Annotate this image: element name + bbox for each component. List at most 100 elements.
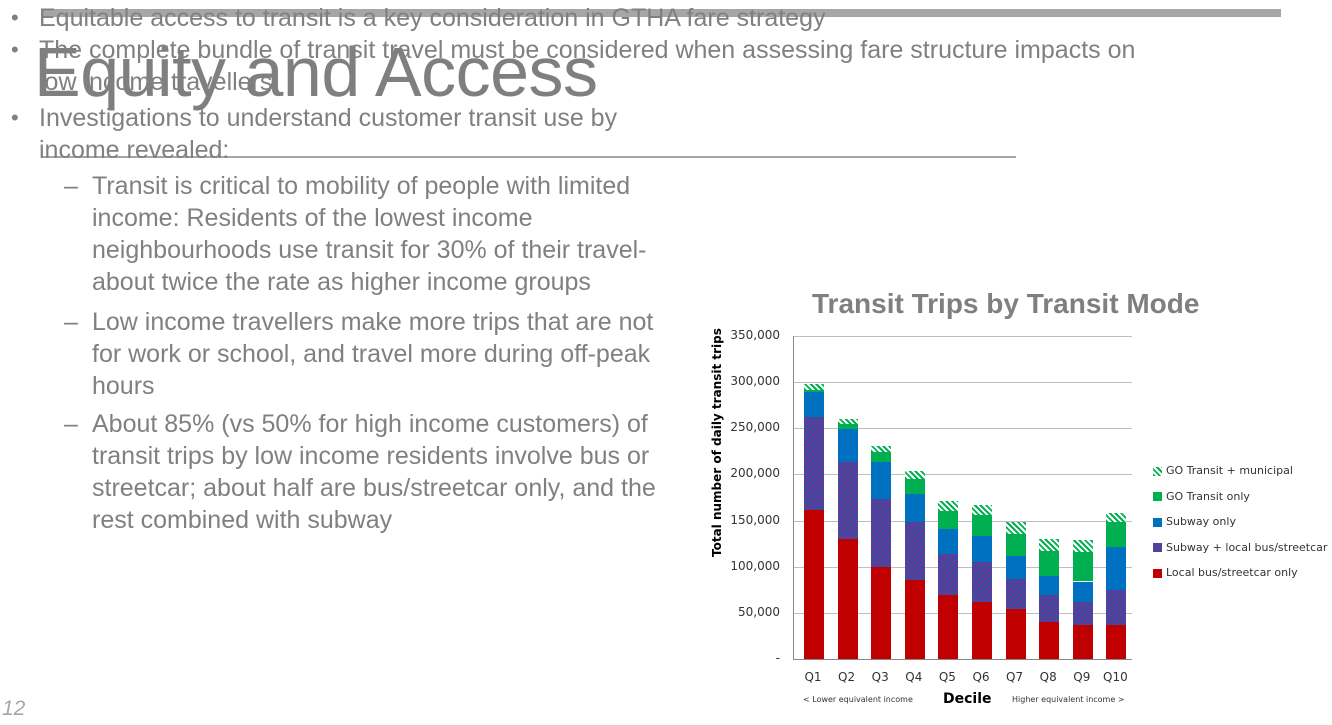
bar-segment xyxy=(972,601,992,659)
bullet-icon: • xyxy=(11,37,19,62)
header-bar xyxy=(42,9,1281,17)
x-tick-label: Q6 xyxy=(972,670,990,684)
x-tick-label: Q8 xyxy=(1039,670,1057,684)
bar-segment xyxy=(1106,547,1127,590)
bar-q7 xyxy=(1005,522,1026,659)
legend-swatch-icon xyxy=(1153,492,1162,501)
bar-segment xyxy=(972,504,992,516)
bullet-item: • The complete bundle of transit travel m… xyxy=(11,34,1136,98)
bar-q8 xyxy=(1039,539,1060,659)
bullet-line: Transit is critical to mobility of peopl… xyxy=(92,172,631,200)
legend-item: GO Transit + municipal xyxy=(1153,464,1293,478)
bar-q4 xyxy=(904,470,925,659)
bar-segment xyxy=(938,595,959,659)
y-tick-label: - xyxy=(775,651,780,665)
bar-q6 xyxy=(972,504,992,659)
gridline xyxy=(794,474,1132,476)
bar-segment xyxy=(1106,522,1127,548)
x-axis-right-note: Higher equivalent income > xyxy=(1012,695,1125,704)
bullet-line: low income travellers xyxy=(39,68,273,96)
sub-bullet-item: – Low income travellers make more trips t… xyxy=(64,306,654,402)
y-tick-label: 300,000 xyxy=(730,374,780,389)
legend-swatch-icon xyxy=(1153,543,1162,552)
x-tick-label: Q2 xyxy=(838,670,856,684)
bar-segment xyxy=(1039,622,1060,659)
bar-q9 xyxy=(1072,539,1093,659)
legend-label: GO Transit only xyxy=(1166,489,1250,503)
x-tick-label: Q7 xyxy=(1006,670,1024,684)
y-tick-label: 50,000 xyxy=(738,604,780,619)
bullet-line: about twice the rate as higher income gr… xyxy=(92,268,591,296)
bar-segment xyxy=(1039,539,1060,552)
x-axis-title: Decile xyxy=(943,691,992,707)
bar-segment xyxy=(972,536,992,563)
bar-segment xyxy=(871,452,892,462)
legend-label: GO Transit + municipal xyxy=(1166,464,1293,477)
bar-segment xyxy=(837,539,858,659)
legend-item: Local bus/streetcar only xyxy=(1153,566,1298,580)
bar-segment xyxy=(1005,609,1026,659)
bar-segment xyxy=(1005,555,1026,579)
bar-segment xyxy=(804,392,824,418)
gridline xyxy=(794,336,1132,337)
bullet-line: income revealed: xyxy=(39,136,230,164)
bullet-line: income: Residents of the lowest income xyxy=(92,204,533,232)
bar-segment xyxy=(837,462,858,540)
bar-segment xyxy=(804,510,824,659)
bar-segment xyxy=(1106,589,1127,625)
bullet-line: hours xyxy=(92,372,155,400)
title-divider xyxy=(42,156,1016,158)
bar-segment xyxy=(1005,522,1026,534)
bullet-line: for work or school, and travel more duri… xyxy=(92,340,651,368)
bullet-line: About 85% (vs 50% for high income custom… xyxy=(92,410,648,438)
bar-segment xyxy=(871,499,892,567)
x-tick-label: Q5 xyxy=(938,670,956,684)
bullet-line: Low income travellers make more trips th… xyxy=(92,308,654,336)
bar-segment xyxy=(1106,513,1127,523)
bar-segment xyxy=(804,384,824,390)
legend-label: Subway + local bus/streetcar xyxy=(1166,540,1328,554)
legend-label: Local bus/streetcar only xyxy=(1166,566,1298,579)
x-tick-label: Q4 xyxy=(905,670,923,684)
bar-segment xyxy=(837,429,858,463)
bar-segment xyxy=(1039,575,1060,596)
y-tick-label: 100,000 xyxy=(730,558,780,573)
plot-area xyxy=(793,336,1132,660)
y-tick-label: 350,000 xyxy=(730,328,780,342)
bar-q3 xyxy=(871,445,892,659)
legend-swatch-icon xyxy=(1153,466,1162,476)
legend-label: Subway only xyxy=(1166,515,1236,528)
x-axis-left-note: < Lower equivalent income xyxy=(803,695,913,704)
legend-swatch-icon xyxy=(1153,568,1162,578)
bar-segment xyxy=(1072,601,1093,625)
legend-item: GO Transit only xyxy=(1153,490,1250,504)
bar-segment xyxy=(938,511,959,529)
bar-segment xyxy=(1005,578,1026,610)
y-tick-label: 150,000 xyxy=(730,512,780,527)
dash-icon: – xyxy=(64,172,78,200)
bullet-line: The complete bundle of transit travel mu… xyxy=(39,36,1136,64)
bar-segment xyxy=(972,515,992,537)
bar-segment xyxy=(837,423,858,430)
legend-item: Subway + local bus/streetcar xyxy=(1153,541,1327,555)
bar-segment xyxy=(837,419,858,424)
gridline xyxy=(794,428,1132,430)
bar-segment xyxy=(804,389,824,393)
bullet-item: • Investigations to understand customer t… xyxy=(11,102,617,166)
bar-segment xyxy=(938,501,959,512)
bullet-line: rest combined with subway xyxy=(92,506,393,534)
dash-icon: – xyxy=(64,410,78,438)
sub-bullet-item: – About 85% (vs 50% for high income custo… xyxy=(64,408,656,536)
bar-segment xyxy=(1072,624,1093,659)
legend-item: Subway only xyxy=(1153,515,1236,529)
bar-segment xyxy=(1072,581,1093,602)
bullet-line: Equitable access to transit is a key con… xyxy=(39,4,826,32)
bar-segment xyxy=(904,479,925,494)
bar-q5 xyxy=(938,501,959,659)
bar-segment xyxy=(1005,533,1026,556)
slide-title: Equity and Access xyxy=(34,33,598,111)
y-tick-label: 250,000 xyxy=(730,420,780,435)
bar-segment xyxy=(1072,551,1093,582)
bar-segment xyxy=(904,493,925,522)
x-tick-label: Q1 xyxy=(804,670,822,684)
